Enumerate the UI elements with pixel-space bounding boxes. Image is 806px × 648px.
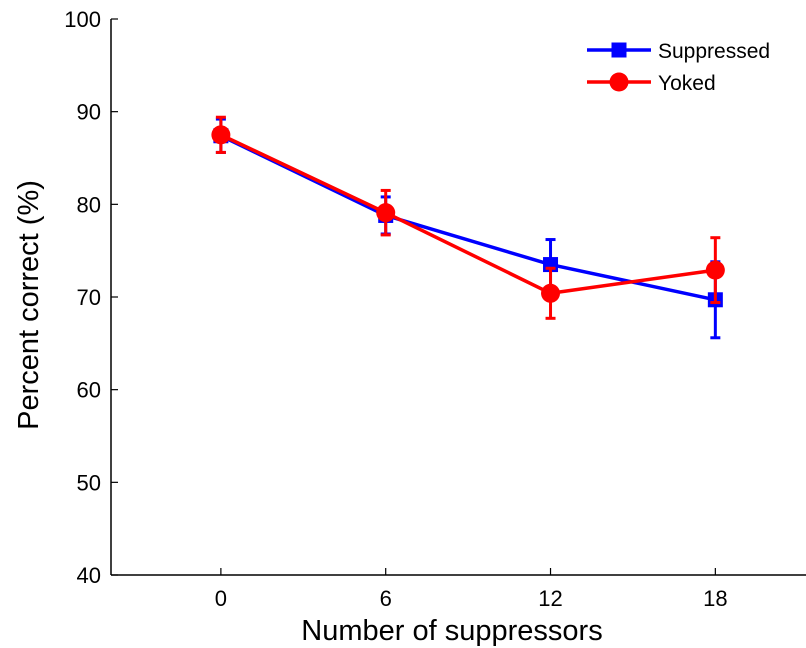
x-axis-label: Number of suppressors bbox=[301, 615, 602, 647]
data-point bbox=[541, 283, 561, 303]
legend-item-suppressed: Suppressed bbox=[587, 40, 770, 63]
legend-marker bbox=[609, 72, 629, 92]
y-tick-label: 60 bbox=[77, 378, 101, 403]
x-tick-label: 0 bbox=[215, 586, 227, 611]
series-yoked bbox=[211, 115, 725, 320]
legend-marker bbox=[611, 42, 627, 58]
x-tick-label: 18 bbox=[703, 586, 727, 611]
y-tick-label: 40 bbox=[77, 563, 101, 588]
x-tick-label: 12 bbox=[538, 586, 562, 611]
legend-item-yoked: Yoked bbox=[587, 72, 716, 95]
data-point bbox=[376, 203, 396, 223]
y-tick-label: 100 bbox=[64, 7, 101, 32]
y-tick-label: 50 bbox=[77, 470, 101, 495]
data-point bbox=[705, 260, 725, 280]
y-ticks: 40 50 60 70 80 90 100 bbox=[64, 7, 118, 588]
legend-label: Yoked bbox=[658, 72, 716, 95]
x-tick-label: 6 bbox=[380, 586, 392, 611]
y-tick-label: 80 bbox=[77, 192, 101, 217]
data-point bbox=[211, 125, 231, 145]
legend: Suppressed Yoked bbox=[587, 40, 770, 95]
y-tick-label: 90 bbox=[77, 100, 101, 125]
series-layer bbox=[211, 115, 725, 340]
y-axis-label: Percent correct (%) bbox=[13, 180, 45, 430]
series-line bbox=[220, 134, 716, 302]
x-ticks: 0 6 12 18 bbox=[215, 568, 728, 611]
y-tick-label: 70 bbox=[77, 285, 101, 310]
series-line bbox=[220, 133, 716, 296]
legend-label: Suppressed bbox=[658, 40, 770, 63]
series-suppressed bbox=[213, 117, 723, 340]
